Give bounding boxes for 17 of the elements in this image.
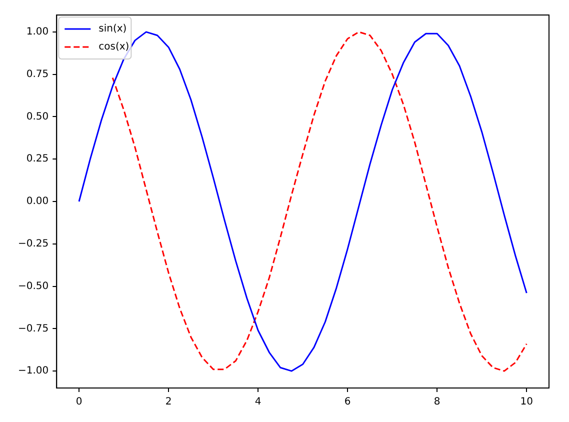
y-tick-label: 0.75 <box>26 68 49 80</box>
y-tick-label: −0.50 <box>18 280 49 292</box>
x-tick-label: 4 <box>254 396 262 408</box>
y-tick-label: 0.50 <box>26 111 49 122</box>
x-tick-label: 8 <box>434 396 440 408</box>
legend-label: sin(x) <box>98 24 127 35</box>
x-tick-label: 10 <box>520 396 533 408</box>
x-tick-label: 6 <box>344 396 351 408</box>
y-tick-label: 0.25 <box>26 154 49 165</box>
y-tick-label: 1.00 <box>26 26 49 38</box>
legend-label: cos(x) <box>98 42 130 53</box>
y-tick-label: 0.00 <box>26 196 49 208</box>
y-tick-label: −1.00 <box>18 366 49 377</box>
y-tick-label: −0.75 <box>18 323 49 334</box>
x-tick-label: 0 <box>76 396 82 408</box>
y-tick-label: −0.25 <box>18 238 49 250</box>
x-tick-label: 2 <box>165 396 172 408</box>
